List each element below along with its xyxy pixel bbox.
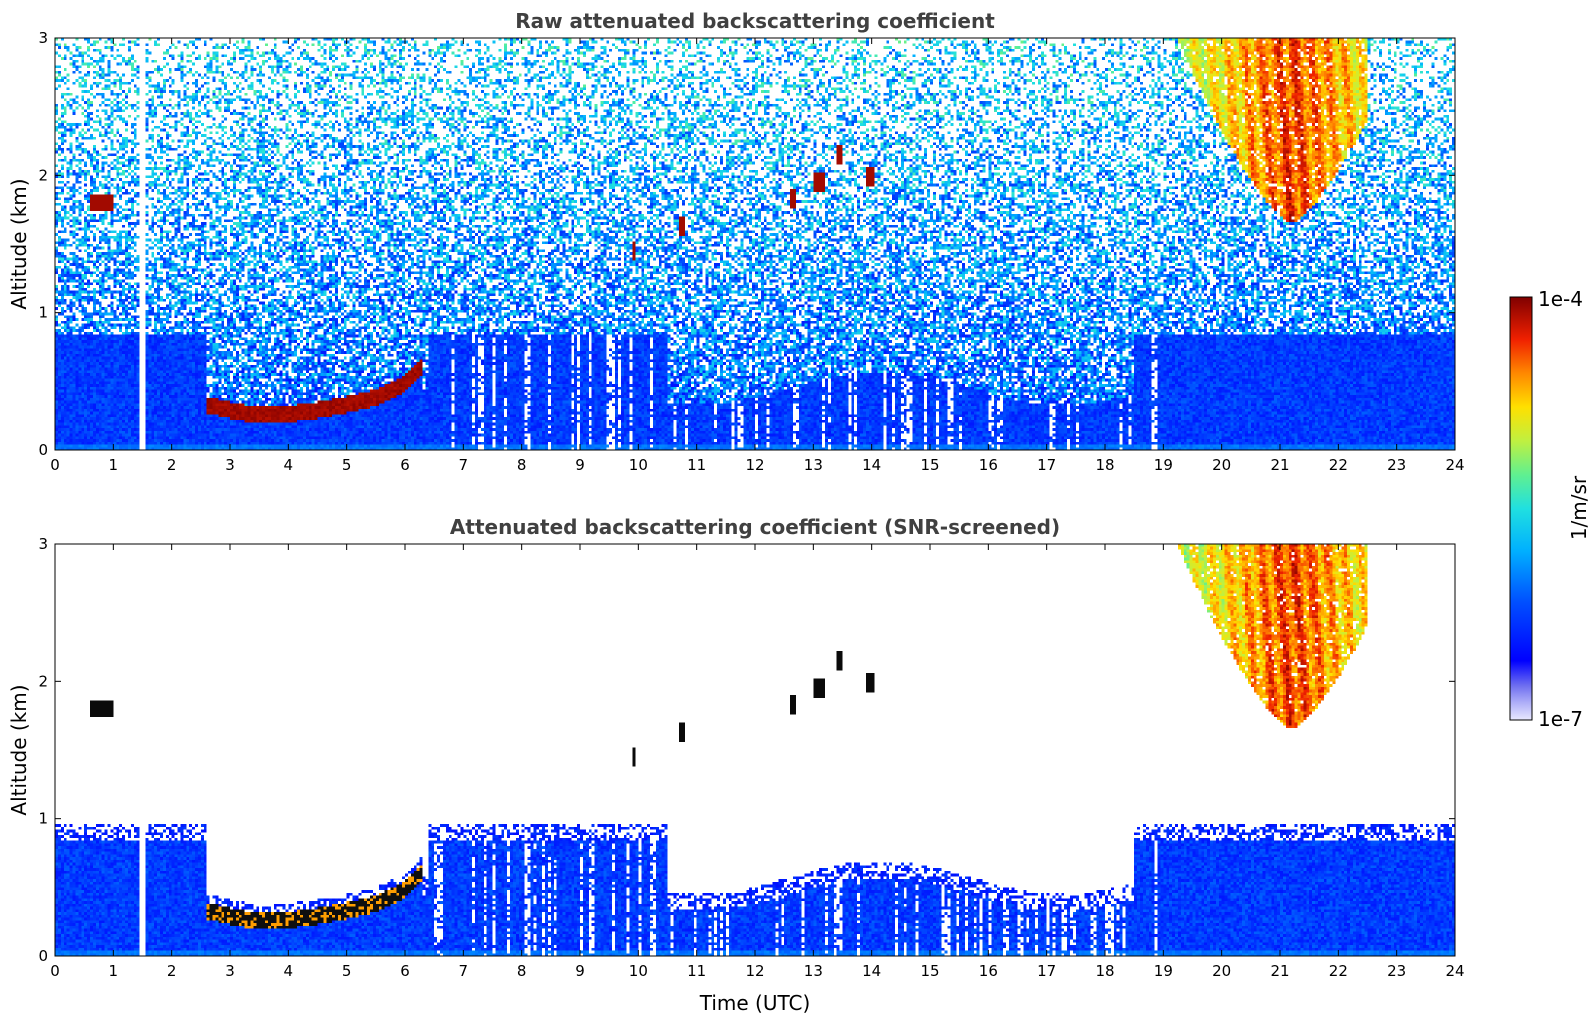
x-tick-label: 12 [745, 456, 764, 474]
x-tick-label: 1 [109, 962, 119, 980]
x-tick-label: 13 [804, 456, 823, 474]
colorbar-max-label: 1e-4 [1538, 287, 1583, 311]
x-axis-label: Time (UTC) [699, 991, 811, 1015]
y-axis-label: Altitude (km) [7, 178, 31, 309]
x-tick-label: 6 [400, 456, 410, 474]
x-tick-label: 2 [167, 456, 177, 474]
x-tick-label: 7 [459, 456, 469, 474]
x-tick-label: 23 [1387, 962, 1406, 980]
x-tick-label: 0 [50, 456, 60, 474]
x-tick-label: 18 [1095, 456, 1114, 474]
y-tick-label: 1 [38, 304, 48, 322]
y-tick-label: 3 [38, 535, 48, 553]
x-tick-label: 9 [575, 456, 585, 474]
x-tick-label: 1 [109, 456, 119, 474]
x-tick-label: 18 [1095, 962, 1114, 980]
x-tick-label: 8 [517, 962, 527, 980]
x-tick-label: 14 [862, 456, 881, 474]
x-tick-label: 23 [1387, 456, 1406, 474]
colorbar: 1e-4 1e-7 1/m/sr [1509, 287, 1591, 731]
x-tick-label: 21 [1270, 456, 1289, 474]
x-tick-label: 13 [804, 962, 823, 980]
panel-title: Raw attenuated backscattering coefficien… [515, 9, 995, 33]
x-tick-label: 12 [745, 962, 764, 980]
y-tick-label: 2 [38, 672, 48, 690]
x-tick-label: 2 [167, 962, 177, 980]
x-tick-label: 3 [225, 962, 235, 980]
x-tick-label: 9 [575, 962, 585, 980]
colorbar-gradient [1509, 296, 1533, 721]
panel-1: Raw attenuated backscattering coefficien… [7, 9, 1465, 474]
y-axis-label: Altitude (km) [7, 684, 31, 815]
x-tick-label: 22 [1329, 962, 1348, 980]
x-tick-label: 15 [920, 962, 939, 980]
x-tick-label: 3 [225, 456, 235, 474]
x-tick-label: 21 [1270, 962, 1289, 980]
x-tick-label: 10 [629, 456, 648, 474]
y-tick-label: 1 [38, 810, 48, 828]
x-tick-label: 0 [50, 962, 60, 980]
x-tick-label: 17 [1037, 962, 1056, 980]
x-tick-label: 17 [1037, 456, 1056, 474]
x-tick-label: 20 [1212, 456, 1231, 474]
x-tick-label: 20 [1212, 962, 1231, 980]
x-tick-label: 4 [284, 456, 294, 474]
x-tick-label: 7 [459, 962, 469, 980]
x-tick-label: 11 [687, 456, 706, 474]
y-tick-label: 0 [38, 441, 48, 459]
y-tick-label: 3 [38, 29, 48, 47]
x-tick-label: 11 [687, 962, 706, 980]
x-tick-label: 16 [979, 456, 998, 474]
x-tick-label: 15 [920, 456, 939, 474]
colorbar-min-label: 1e-7 [1538, 707, 1583, 731]
x-tick-label: 22 [1329, 456, 1348, 474]
colorbar-unit-label: 1/m/sr [1567, 475, 1591, 540]
x-tick-label: 19 [1154, 456, 1173, 474]
heatmap-image [55, 38, 1455, 450]
x-tick-label: 19 [1154, 962, 1173, 980]
panel-title: Attenuated backscattering coefficient (S… [450, 515, 1060, 539]
x-tick-label: 24 [1445, 456, 1464, 474]
y-tick-label: 2 [38, 166, 48, 184]
x-tick-label: 5 [342, 456, 352, 474]
panel-2: Attenuated backscattering coefficient (S… [7, 515, 1465, 1015]
heatmap-image [55, 544, 1455, 956]
x-tick-label: 8 [517, 456, 527, 474]
x-tick-label: 24 [1445, 962, 1464, 980]
y-tick-label: 0 [38, 947, 48, 965]
x-tick-label: 16 [979, 962, 998, 980]
x-tick-label: 6 [400, 962, 410, 980]
x-tick-label: 10 [629, 962, 648, 980]
x-tick-label: 14 [862, 962, 881, 980]
x-tick-label: 5 [342, 962, 352, 980]
x-tick-label: 4 [284, 962, 294, 980]
